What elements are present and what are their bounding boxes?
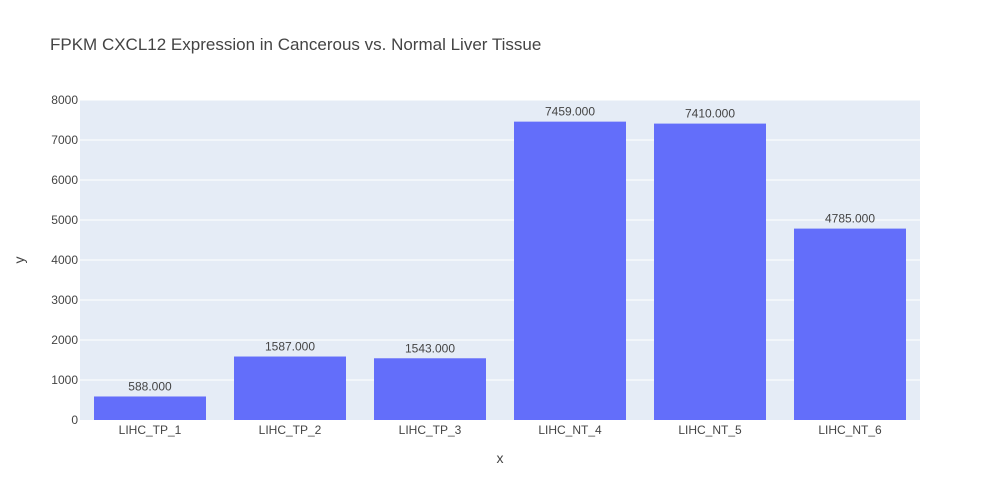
bar-value-label: 1587.000 [265, 340, 315, 354]
y-tick-label: 7000 [51, 133, 78, 147]
y-tick-labels: 0 1000 2000 3000 4000 5000 6000 7000 8000 [51, 93, 78, 427]
y-tick-label: 4000 [51, 253, 78, 267]
bar-value-label: 7459.000 [545, 105, 595, 119]
bar [514, 121, 626, 420]
x-tick-label: LIHC_TP_2 [259, 423, 322, 437]
x-tick-labels: LIHC_TP_1 LIHC_TP_2 LIHC_TP_3 LIHC_NT_4 LIHC… [119, 423, 882, 437]
x-tick-label: LIHC_TP_3 [399, 423, 462, 437]
chart-title: FPKM CXCL12 Expression in Cancerous vs. … [50, 35, 541, 54]
bar [794, 228, 906, 420]
bar-value-label: 4785.000 [825, 212, 875, 226]
data-labels: 588.000 1587.000 1543.000 7459.000 7410.000 4… [128, 105, 875, 394]
y-tick-label: 5000 [51, 213, 78, 227]
x-tick-label: LIHC_NT_6 [818, 423, 882, 437]
bar-value-label: 7410.000 [685, 107, 735, 121]
bar [654, 123, 766, 420]
y-tick-label: 1000 [51, 373, 78, 387]
bars [94, 121, 906, 420]
bar [234, 356, 346, 420]
bar-value-label: 588.000 [128, 379, 172, 393]
bar [94, 396, 206, 420]
x-axis-title: x [497, 450, 504, 466]
x-tick-label: LIHC_NT_4 [538, 423, 602, 437]
bar [374, 358, 486, 420]
y-tick-label: 0 [71, 413, 78, 427]
bar-value-label: 1543.000 [405, 341, 455, 355]
y-tick-label: 3000 [51, 293, 78, 307]
y-axis-title: y [11, 257, 27, 264]
y-tick-label: 2000 [51, 333, 78, 347]
x-tick-label: LIHC_TP_1 [119, 423, 182, 437]
y-tick-label: 6000 [51, 173, 78, 187]
x-tick-label: LIHC_NT_5 [678, 423, 742, 437]
y-tick-label: 8000 [51, 93, 78, 107]
gridlines [80, 99, 920, 381]
